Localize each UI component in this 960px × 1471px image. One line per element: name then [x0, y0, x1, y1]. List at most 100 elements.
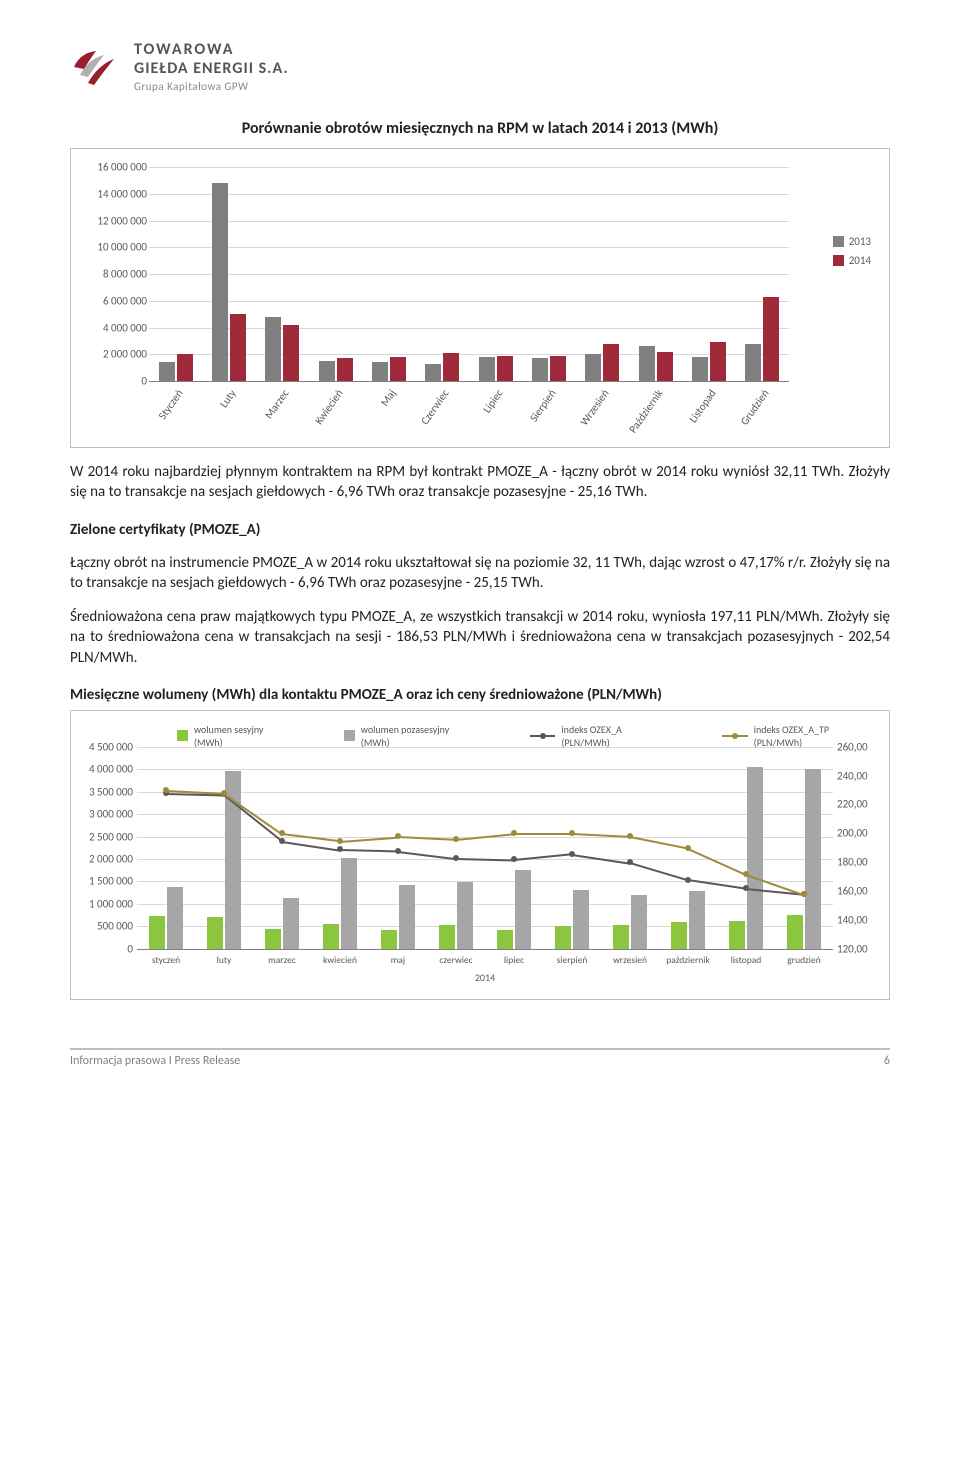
chart2-y2-tick: 240,00: [837, 769, 868, 782]
chart1-bar: [212, 183, 228, 381]
chart2-legend-label: wolumen pozasesyjny (MWh): [361, 723, 480, 749]
chart1-bar: [550, 356, 566, 381]
chart1-bar: [177, 354, 193, 381]
chart1-bar: [265, 317, 281, 381]
chart2-legend-label: indeks OZEX_A_TP (PLN/MWh): [754, 723, 879, 749]
chart1-y-tick: 14 000 000: [97, 187, 147, 200]
chart2-bar: [515, 870, 531, 949]
chart2-bar: [283, 898, 299, 948]
logo-subtitle: Grupa Kapitałowa GPW: [134, 80, 289, 93]
chart2-legend-label: indeks OZEX_A (PLN/MWh): [561, 723, 671, 749]
chart1-bar: [479, 357, 495, 381]
chart2-frame: 0500 0001 000 0001 500 0002 000 0002 500…: [70, 710, 890, 1000]
chart2-y1-tick: 1 500 000: [89, 875, 133, 888]
chart1-bar: [390, 357, 406, 381]
chart1-bar: [710, 342, 726, 381]
chart1-x-tick: Lipiec: [480, 387, 505, 415]
chart1-title: Porównanie obrotów miesięcznych na RPM w…: [70, 119, 890, 138]
chart2-line-segment: [630, 836, 688, 850]
chart1-y-tick: 2 000 000: [103, 348, 147, 361]
page-footer: Informacja prasowa I Press Release 6: [70, 1048, 890, 1068]
chart2-y2-tick: 200,00: [837, 827, 868, 840]
chart1-bar: [639, 346, 655, 381]
chart2-line-segment: [514, 854, 572, 862]
chart2-bar: [805, 769, 821, 949]
section-heading-green-cert: Zielone certyfikaty (PMOZE_A): [70, 521, 890, 539]
chart1-y-tick: 12 000 000: [97, 214, 147, 227]
chart2-y1-tick: 500 000: [97, 920, 133, 933]
chart2-y2-tick: 220,00: [837, 798, 868, 811]
chart2-x-axis-label: 2014: [475, 971, 495, 984]
chart1-y-tick: 10 000 000: [97, 241, 147, 254]
chart1-legend-label: 2014: [849, 254, 871, 267]
chart2-bar: [689, 891, 705, 948]
chart2-bar: [149, 916, 165, 948]
logo-line1: TOWAROWA: [134, 40, 289, 59]
chart2-bar: [631, 895, 647, 949]
chart2-bar: [497, 930, 513, 949]
chart1-x-tick: Styczeń: [155, 387, 185, 422]
chart2-bar: [671, 922, 687, 949]
chart2-bar: [729, 921, 745, 949]
chart2-y1-tick: 1 000 000: [89, 897, 133, 910]
chart1-y-tick: 8 000 000: [103, 268, 147, 281]
chart2-x-tick: marzec: [268, 954, 296, 966]
chart1-x-tick: Październik: [626, 387, 665, 435]
chart2-line-segment: [630, 862, 689, 881]
chart1-y-tick: 16 000 000: [97, 161, 147, 174]
chart2-y1-tick: 4 000 000: [89, 763, 133, 776]
chart2-x-tick: listopad: [731, 954, 762, 966]
chart2-line-point: [801, 891, 807, 897]
chart2-bar: [747, 767, 763, 949]
chart1-bar: [319, 361, 335, 381]
chart2-legend-label: wolumen sesyjny (MWh): [194, 723, 294, 749]
chart1-bar: [283, 325, 299, 381]
chart2-bar: [613, 925, 629, 949]
chart1-bar: [745, 344, 761, 381]
chart2-x-tick: czerwiec: [439, 954, 472, 966]
chart2-line-segment: [282, 841, 340, 852]
chart2-x-tick: sierpień: [557, 954, 588, 966]
chart2-line-segment: [282, 833, 340, 842]
chart2-bar: [399, 885, 415, 949]
chart1-x-tick: Marzec: [262, 387, 291, 421]
chart1-bar: [497, 356, 513, 381]
chart2-y2-tick: 140,00: [837, 913, 868, 926]
chart1-y-tick: 6 000 000: [103, 294, 147, 307]
chart2-line-segment: [340, 849, 398, 852]
chart2-bar: [381, 930, 397, 949]
chart1-x-tick: Sierpień: [527, 387, 559, 424]
chart2-x-tick: lipiec: [504, 954, 524, 966]
chart2-y1-tick: 3 500 000: [89, 785, 133, 798]
chart1-x-tick: Grudzień: [738, 387, 772, 428]
chart1-bar: [372, 362, 388, 381]
chart1-x-tick: Wrzesień: [578, 387, 612, 428]
chart2-x-tick: październik: [666, 954, 710, 966]
chart1-bar: [443, 353, 459, 381]
chart2-bar: [555, 926, 571, 948]
logo-mark-icon: [70, 45, 122, 89]
chart2-y1-tick: 3 000 000: [89, 808, 133, 821]
chart2-y1-tick: 2 500 000: [89, 830, 133, 843]
chart2-y2-tick: 180,00: [837, 856, 868, 869]
chart2-title: Miesięczne wolumeny (MWh) dla kontaktu P…: [70, 686, 890, 704]
chart2-x-tick: maj: [391, 954, 405, 966]
footer-page-number: 6: [884, 1054, 890, 1068]
chart1-legend: 2013 2014: [833, 235, 871, 267]
chart1-bar: [425, 364, 441, 381]
chart1-y-tick: 0: [141, 375, 147, 388]
chart1-legend-label: 2013: [849, 235, 871, 248]
chart2-x-tick: kwiecień: [323, 954, 357, 966]
chart2-x-tick: styczeń: [152, 954, 180, 966]
chart1-bar: [603, 344, 619, 381]
chart2-legend: wolumen sesyjny (MWh) wolumen pozasesyjny…: [177, 723, 879, 749]
chart1-bar: [585, 354, 601, 381]
chart2-line-segment: [688, 848, 747, 876]
chart2-line-segment: [514, 833, 572, 835]
chart2-y1-tick: 0: [127, 942, 133, 955]
chart2-bar: [265, 929, 281, 948]
chart2-bar: [787, 915, 803, 949]
chart2-bar: [207, 917, 223, 948]
paragraph-3: Średnioważona cena praw majątkowych typu…: [70, 607, 890, 668]
logo-line2: GIEŁDA ENERGII S.A.: [134, 59, 289, 78]
